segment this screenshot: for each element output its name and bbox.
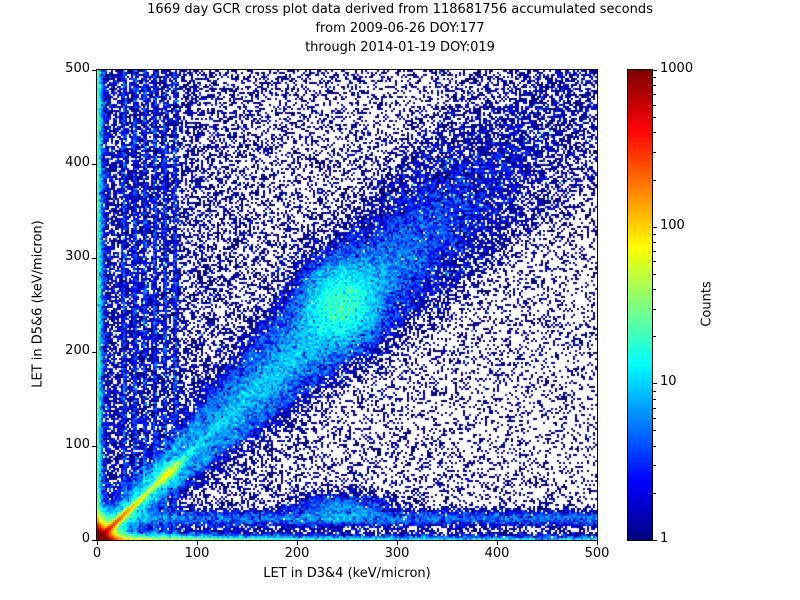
x-tick-label: 400 [484, 546, 510, 561]
chart-title: 1669 day GCR cross plot data derived fro… [147, 2, 653, 17]
colorbar-tick-mark [653, 540, 657, 541]
x-tick-mark [497, 541, 498, 545]
colorbar-minor-tick-mark [653, 289, 656, 290]
colorbar-minor-tick-mark [653, 132, 656, 134]
colorbar-minor-tick-mark [653, 233, 656, 235]
colorbar-tick-label: 10 [660, 374, 677, 390]
title-block: 1669 day GCR cross plot data derived fro… [0, 0, 800, 57]
y-tick-label: 200 [65, 343, 90, 358]
colorbar-minor-tick-mark [653, 336, 656, 338]
colorbar-minor-tick-mark [653, 179, 656, 181]
colorbar-minor-tick-mark [653, 430, 656, 432]
colorbar-tick-label: 100 [660, 217, 685, 233]
colorbar-minor-tick-mark [653, 94, 656, 96]
y-tick-label: 400 [65, 155, 90, 170]
chart-subtitle-from: from 2009-06-26 DOY:177 [315, 21, 485, 36]
x-axis-label: LET in D3&4 (keV/micron) [263, 566, 431, 581]
colorbar-minor-tick-mark [653, 273, 656, 275]
x-tick-mark [97, 541, 98, 545]
x-tick-mark [197, 541, 198, 545]
colorbar [627, 69, 653, 541]
y-tick-mark [92, 540, 96, 541]
colorbar-minor-tick-mark [653, 398, 656, 400]
plot-canvas [97, 70, 597, 540]
y-tick-mark [92, 446, 96, 447]
colorbar-tick-mark [653, 226, 657, 228]
colorbar-minor-tick-mark [653, 418, 656, 420]
colorbar-minor-tick-mark [653, 492, 656, 494]
y-tick-mark [92, 70, 96, 71]
chart-subtitle-through: through 2014-01-19 DOY:019 [305, 40, 495, 55]
colorbar-minor-tick-mark [653, 390, 656, 392]
x-tick-mark [597, 541, 598, 545]
x-tick-label: 300 [384, 546, 410, 561]
colorbar-tick-mark [653, 70, 657, 71]
y-tick-mark [92, 352, 96, 353]
colorbar-minor-tick-mark [653, 104, 656, 106]
x-tick-label: 200 [284, 546, 310, 561]
colorbar-minor-tick-mark [653, 308, 656, 310]
y-tick-label: 100 [65, 437, 90, 452]
y-tick-label: 500 [65, 61, 90, 76]
colorbar-label: Counts [699, 281, 715, 327]
x-tick-label: 500 [584, 546, 610, 561]
x-tick-mark [397, 541, 398, 545]
y-tick-label: 300 [65, 249, 90, 264]
colorbar-minor-tick-mark [653, 465, 656, 467]
colorbar-minor-tick-mark [653, 77, 656, 79]
plot-area [96, 69, 598, 541]
y-axis-label: LET in D5&6 (keV/micron) [30, 220, 46, 388]
colorbar-minor-tick-mark [653, 261, 656, 263]
colorbar-minor-tick-mark [653, 407, 656, 409]
colorbar-minor-tick-mark [653, 241, 656, 243]
colorbar-minor-tick-mark [653, 250, 656, 252]
colorbar-minor-tick-mark [653, 85, 656, 87]
y-tick-mark [92, 258, 96, 259]
colorbar-minor-tick-mark [653, 151, 656, 153]
y-tick-mark [92, 164, 96, 165]
colorbar-canvas [628, 70, 652, 540]
colorbar-tick-label: 1000 [660, 61, 694, 76]
colorbar-tick-mark [653, 383, 657, 385]
colorbar-minor-tick-mark [653, 117, 656, 119]
x-tick-label: 100 [184, 546, 210, 561]
colorbar-tick-label: 1 [660, 531, 669, 546]
y-tick-label: 0 [81, 531, 90, 546]
x-tick-label: 0 [92, 546, 102, 561]
x-tick-mark [297, 541, 298, 545]
colorbar-minor-tick-mark [653, 445, 656, 447]
